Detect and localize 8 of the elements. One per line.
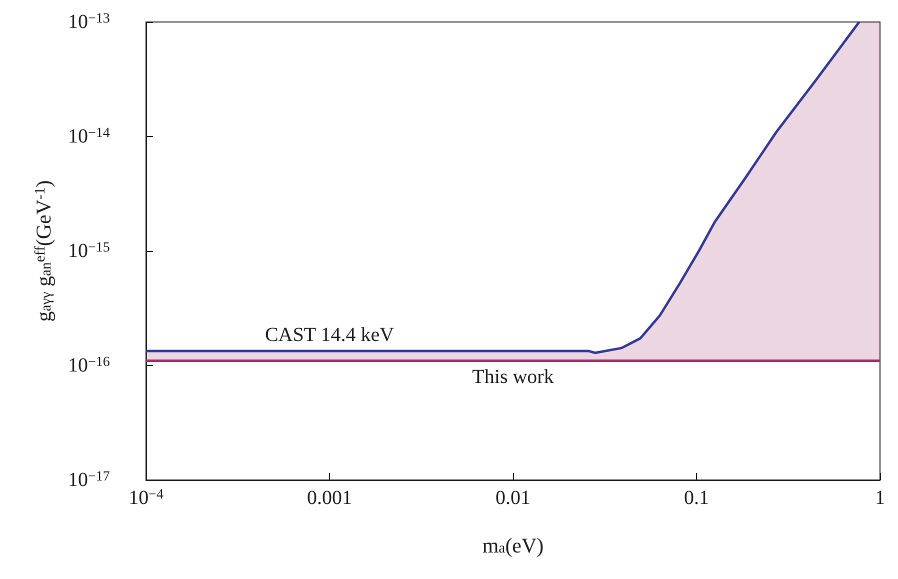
y-axis-title: gaγγ ganeff(GeV-1) [32,180,56,322]
x-tick-label: 0.001 [307,487,352,509]
x-tick-label: 0.1 [684,487,709,509]
series-label: This work [472,366,554,388]
x-tick-label: 0.01 [496,487,530,509]
series-label: CAST 14.4 keV [264,324,395,346]
x-axis-title: ma(eV) [482,534,544,558]
x-tick-label: 1 [875,487,885,509]
